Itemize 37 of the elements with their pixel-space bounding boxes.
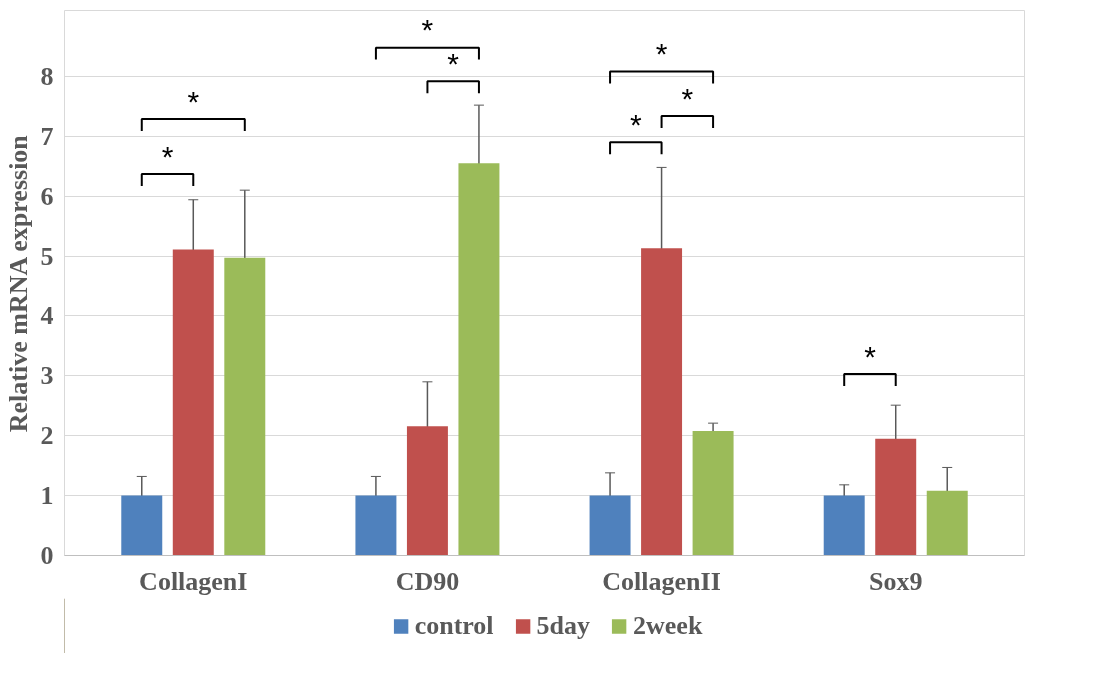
- y-tick-label: 4: [40, 301, 54, 331]
- bar: [355, 495, 397, 556]
- y-tick-label: 7: [40, 121, 54, 151]
- bar: [875, 438, 917, 556]
- y-tick-label: 0: [40, 541, 54, 570]
- annotation: *: [447, 46, 460, 80]
- bar: [406, 426, 448, 556]
- bar: [121, 495, 163, 556]
- x-tick-label: CD90: [395, 566, 460, 596]
- x-tick-label: CollagenII: [602, 566, 721, 596]
- x-tick-label: Sox9: [868, 566, 923, 596]
- y-tick-label: 8: [40, 61, 54, 91]
- annotation: *: [681, 81, 694, 115]
- y-axis-title: Relative mRNA expression: [3, 134, 33, 433]
- bar: [823, 495, 865, 556]
- annotation: *: [655, 37, 668, 71]
- annotation: *: [187, 84, 200, 118]
- annotation: *: [629, 108, 642, 142]
- y-tick-label: 3: [40, 361, 54, 391]
- bar: [172, 249, 214, 556]
- bar: [458, 163, 500, 556]
- y-tick-label: 6: [40, 181, 54, 211]
- bar: [926, 490, 968, 556]
- annotation: *: [864, 339, 877, 373]
- bar: [641, 248, 683, 556]
- legend-label: control: [414, 610, 494, 641]
- bar: [589, 495, 631, 556]
- legend-label: 5day: [536, 610, 591, 641]
- y-tick-label: 5: [40, 241, 54, 271]
- y-tick-label: 2: [40, 421, 54, 451]
- legend-label: 2week: [633, 610, 703, 641]
- annotation: *: [161, 139, 174, 173]
- x-tick-label: CollagenI: [139, 566, 248, 596]
- y-tick-label: 1: [40, 481, 54, 511]
- bar: [692, 430, 734, 556]
- annotation: *: [421, 13, 434, 47]
- bar: [224, 257, 266, 556]
